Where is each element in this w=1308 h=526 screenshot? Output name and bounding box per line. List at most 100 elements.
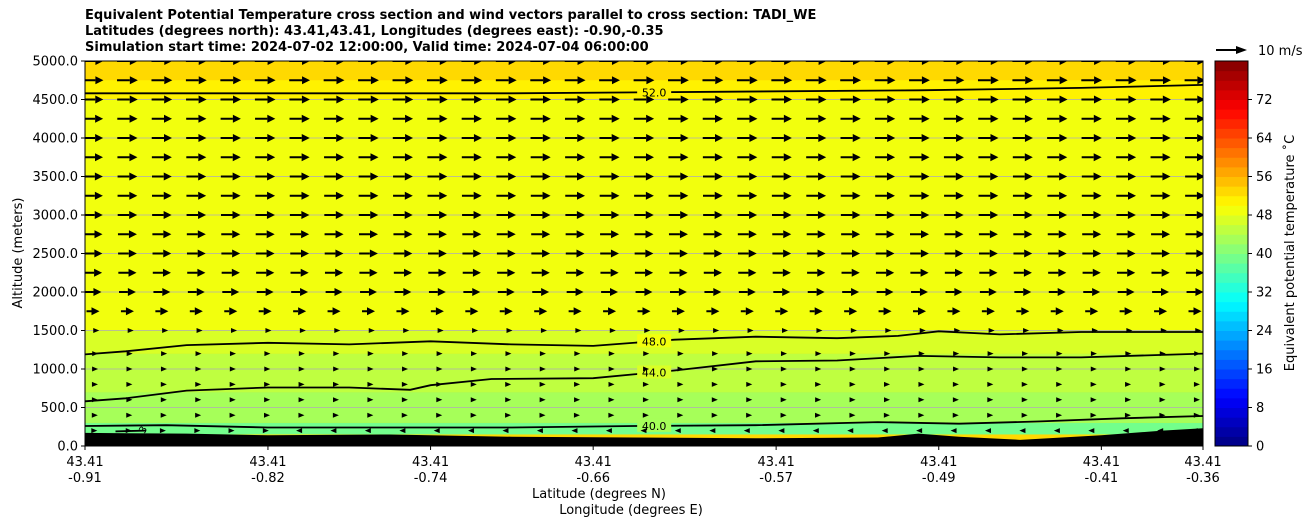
wind-vector-head — [367, 412, 374, 418]
wind-vector — [874, 76, 896, 85]
wind-vector — [1193, 412, 1200, 418]
wind-vector-head — [1125, 381, 1132, 387]
wind-vector-head — [677, 381, 684, 387]
wind-vector — [327, 307, 341, 316]
wind-vector-head — [714, 153, 723, 162]
wind-vector-head — [508, 211, 516, 219]
wind-vector-head — [539, 397, 546, 403]
wind-vector — [358, 114, 379, 123]
wind-vector-head — [783, 249, 792, 258]
wind-vector — [703, 211, 723, 219]
wind-vector-head — [574, 381, 581, 387]
wind-vector — [642, 412, 649, 418]
wind-vector — [159, 428, 166, 434]
wind-vector-head — [749, 172, 758, 181]
wind-vector-head — [129, 191, 138, 200]
wind-vector — [1047, 172, 1068, 181]
colorbar-segment — [1215, 61, 1248, 72]
wind-vector-head — [1159, 381, 1166, 387]
wind-vector-head — [853, 61, 862, 65]
wind-vector — [674, 428, 681, 434]
wind-vector-head — [815, 351, 822, 357]
wind-vector — [909, 95, 930, 104]
wind-vector-head — [920, 230, 929, 239]
wind-vector-head — [1196, 268, 1203, 277]
wind-vector — [85, 288, 102, 296]
wind-vector-head — [884, 351, 891, 357]
wind-vector — [978, 95, 999, 104]
wind-vector — [427, 134, 448, 142]
colorbar-segment — [1215, 195, 1248, 206]
wind-vector-head — [91, 428, 98, 434]
wind-vector — [702, 153, 723, 162]
wind-vector-head — [577, 95, 586, 104]
wind-vector-head — [508, 76, 517, 85]
wind-vector-head — [542, 211, 551, 219]
wind-vector — [359, 268, 378, 277]
wind-vector-head — [646, 153, 655, 162]
wind-vector — [815, 412, 822, 418]
wind-vector-head — [231, 268, 240, 277]
wind-vector — [909, 211, 930, 219]
wind-vector — [771, 76, 793, 85]
colorbar-segment — [1215, 417, 1248, 428]
wind-vector — [93, 328, 100, 333]
wind-vector-head — [883, 307, 892, 316]
wind-vector — [91, 412, 98, 418]
colorbar-segment — [1215, 292, 1248, 303]
wind-vector — [599, 191, 620, 200]
wind-vector-head — [127, 328, 134, 333]
wind-vector — [978, 153, 999, 162]
x-tick-label-lat: 43.41 — [249, 455, 286, 470]
chart-title-line-1: Equivalent Potential Temperature cross s… — [85, 8, 817, 23]
wind-vector-head — [1024, 249, 1033, 258]
wind-vector — [117, 172, 138, 181]
wind-vector — [1013, 230, 1033, 239]
wind-vector — [186, 249, 206, 258]
wind-vector-head — [1125, 366, 1132, 372]
wind-vector — [324, 230, 344, 239]
wind-vector-head — [1024, 114, 1033, 123]
wind-vector — [324, 211, 344, 219]
wind-vector — [909, 134, 930, 142]
wind-vector — [1116, 191, 1137, 200]
wind-vector-head — [818, 114, 827, 123]
wind-vector-head — [715, 76, 724, 85]
wind-vector-head — [680, 76, 689, 85]
wind-vector-head — [232, 211, 241, 219]
wind-vector — [497, 288, 515, 296]
y-tick-label: 2500.0 — [33, 247, 79, 262]
wind-vector-head — [369, 230, 378, 239]
wind-vector — [608, 412, 615, 418]
wind-vector-head — [611, 76, 620, 85]
wind-vector — [85, 61, 104, 65]
wind-vector-head — [404, 230, 413, 239]
wind-vector — [1053, 428, 1060, 434]
wind-vector-head — [680, 191, 689, 200]
wind-vector — [530, 191, 551, 200]
wind-vector-head — [1128, 61, 1137, 65]
wind-vector-head — [643, 351, 650, 357]
wind-vector-head — [231, 328, 237, 333]
wind-vector — [530, 172, 551, 181]
wind-vector — [358, 211, 379, 219]
wind-vector — [162, 328, 169, 333]
wind-vector-head — [749, 95, 758, 104]
wind-vector — [358, 61, 379, 65]
wind-vector-head — [266, 211, 275, 219]
wind-vector-head — [886, 211, 895, 219]
wind-vector-head — [782, 268, 791, 277]
wind-vector-head — [508, 134, 517, 142]
wind-vector-head — [714, 191, 723, 200]
wind-vector — [807, 268, 826, 277]
wind-vector — [635, 288, 653, 296]
wind-vector-head — [333, 366, 340, 372]
wind-vector-head — [336, 134, 345, 142]
wind-vector — [290, 268, 309, 277]
wind-vector — [1056, 397, 1063, 403]
wind-vector-head — [265, 288, 274, 296]
wind-vector — [702, 61, 724, 65]
colorbar-segment — [1215, 138, 1248, 149]
wind-vector-head — [436, 366, 443, 372]
wind-vector — [324, 268, 344, 277]
